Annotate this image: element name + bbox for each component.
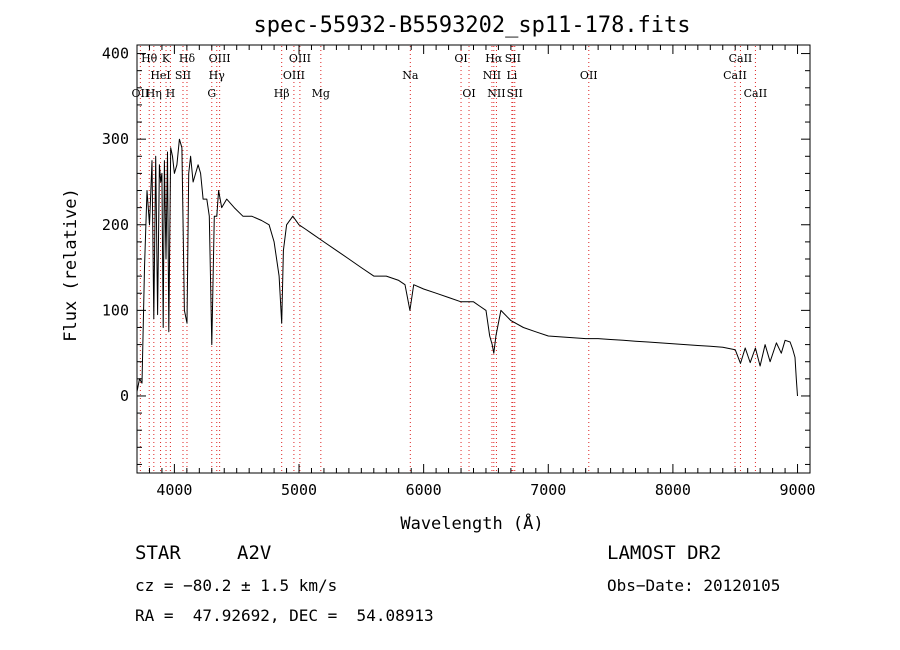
spectrum-line-0: [136, 138, 798, 397]
spectral-subclass: A2V: [237, 542, 272, 564]
y-tick-label-200: 200: [102, 216, 129, 234]
x-axis: 4000 5000 6000 7000 8000 9000: [136, 45, 816, 499]
x-tick-label-7000: 7000: [530, 481, 566, 499]
line-label-23: Mg: [312, 87, 330, 100]
line-label-22: Hβ: [274, 87, 290, 100]
line-label-20: H: [166, 87, 176, 100]
line-label-26: SII: [507, 87, 523, 100]
line-label-3: OIII: [209, 52, 231, 65]
line-label-21: G: [207, 87, 216, 100]
line-label-6: Hα: [485, 52, 503, 65]
line-label-5: OI: [454, 52, 467, 65]
line-label-17: CaII: [723, 69, 747, 82]
y-axis-label: Flux (relative): [61, 188, 81, 342]
x-axis-label: Wavelength (Å): [400, 512, 543, 534]
line-label-1: K: [162, 52, 171, 65]
x-tick-label-9000: 9000: [779, 481, 815, 499]
survey-name: LAMOST DR2: [607, 542, 722, 564]
line-label-25: NII: [487, 87, 505, 100]
y-axis: 0 100 200 300 400: [102, 45, 810, 465]
line-label-4: OIII: [289, 52, 311, 65]
coordinates-readout: RA = 47.92692, DEC = 54.08913: [135, 606, 434, 625]
line-label-9: HeI: [150, 69, 170, 82]
x-tick-label-4000: 4000: [156, 481, 192, 499]
observation-date: Obs−Date: 20120105: [607, 576, 781, 595]
line-label-18: OII: [132, 87, 150, 100]
line-label-24: OI: [462, 87, 475, 100]
x-tick-label-5000: 5000: [281, 481, 317, 499]
line-label-8: CaII: [729, 52, 753, 65]
y-tick-label-300: 300: [102, 130, 129, 148]
chart-title: spec-55932-B5593202_sp11-178.fits: [253, 13, 690, 38]
line-label-19: Hη: [146, 87, 162, 100]
line-label-11: Hγ: [209, 69, 226, 82]
line-label-12: OIII: [283, 69, 305, 82]
y-tick-label-0: 0: [120, 387, 129, 405]
plot-frame: [136, 44, 811, 474]
line-label-7: SII: [505, 52, 521, 65]
line-label-0: Hθ: [141, 52, 158, 65]
spectral-line-markers: [139, 46, 756, 472]
line-label-14: NII: [483, 69, 501, 82]
redshift-readout: cz = −80.2 ± 1.5 km/s: [135, 576, 338, 595]
line-label-16: OII: [580, 69, 598, 82]
x-tick-label-8000: 8000: [655, 481, 691, 499]
object-type: STAR: [135, 542, 181, 564]
line-label-2: Hδ: [179, 52, 196, 65]
x-tick-label-6000: 6000: [406, 481, 442, 499]
y-tick-label-100: 100: [102, 301, 129, 319]
line-label-15: Li: [506, 69, 517, 82]
spectrum-series: [136, 138, 798, 397]
y-tick-label-400: 400: [102, 45, 129, 63]
line-label-27: CaII: [744, 87, 768, 100]
line-label-13: Na: [402, 69, 419, 82]
line-label-10: SII: [175, 69, 191, 82]
